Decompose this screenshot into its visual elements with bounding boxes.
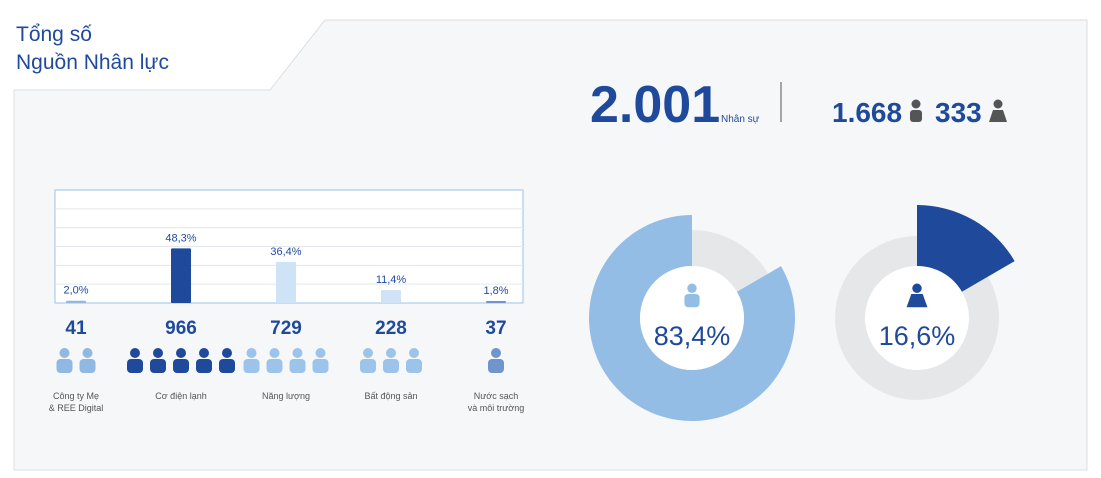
icon-body: [360, 359, 376, 373]
donut-hole: [865, 266, 969, 370]
icon-head: [409, 348, 419, 358]
data-label: 1,8%: [483, 285, 508, 297]
female-icon: [906, 283, 928, 308]
icon-body: [56, 359, 73, 373]
icon-head: [153, 348, 163, 358]
icon-body: [383, 359, 399, 373]
icon-head: [82, 348, 93, 358]
icon-head: [491, 348, 501, 358]
bar: [171, 248, 191, 303]
female-count: 333: [935, 97, 982, 128]
title-line: Tổng số: [16, 23, 92, 46]
count: 41: [65, 318, 87, 339]
icon-head: [315, 348, 326, 358]
title-line: Nguồn Nhân lực: [16, 51, 169, 74]
person-icon: [312, 348, 329, 373]
person-icon: [219, 348, 235, 373]
donut-label: 83,4%: [654, 321, 731, 351]
donut-segment: [589, 215, 796, 422]
icon-body: [196, 359, 212, 373]
icon-body: [312, 359, 329, 373]
icon-head: [687, 283, 697, 294]
icon-head: [386, 348, 396, 358]
icon-head: [59, 348, 70, 358]
data-label: 11,4%: [376, 274, 407, 286]
category-label: & REE Digital: [49, 403, 104, 413]
icon-body: [173, 359, 189, 373]
person-icon: [56, 348, 73, 373]
icon-body: [684, 294, 700, 308]
icon-body: [150, 359, 166, 373]
person-icon: [406, 348, 422, 373]
category-label: Bất động sản: [364, 391, 417, 401]
total-unit: Nhân sự: [721, 114, 760, 125]
bar: [276, 261, 296, 303]
male-count: 1.668: [832, 97, 902, 128]
icon-head: [246, 348, 257, 358]
icon-head: [912, 283, 922, 294]
person-icon: [127, 348, 143, 373]
data-label: 36,4%: [270, 246, 301, 258]
icon-head: [199, 348, 209, 358]
category-label: Năng lượng: [262, 391, 310, 401]
person-icon: [289, 348, 306, 373]
icon-head: [176, 348, 186, 358]
category-label: Nước sạch: [474, 391, 518, 401]
bar: [66, 300, 86, 303]
icon-body: [243, 359, 260, 373]
count: 966: [165, 318, 197, 339]
donut-label: 16,6%: [879, 321, 956, 351]
icon-body: [219, 359, 235, 373]
count: 729: [270, 318, 302, 339]
icon-body: [406, 359, 422, 373]
icon-head: [292, 348, 303, 358]
icon-body: [289, 359, 306, 373]
icon-body: [906, 294, 928, 308]
count: 228: [375, 318, 407, 339]
icon-body: [266, 359, 283, 373]
count: 37: [485, 318, 506, 339]
donut-hole: [640, 266, 744, 370]
icon-head: [222, 348, 232, 358]
data-label: 48,3%: [165, 232, 196, 244]
person-icon: [243, 348, 260, 373]
person-icon: [196, 348, 212, 373]
donut-segment: [917, 205, 1015, 292]
icon-body: [127, 359, 143, 373]
panel: [13, 19, 1088, 471]
person-icon: [488, 348, 504, 373]
person-icon: [79, 348, 96, 373]
female-icon: [989, 99, 1007, 122]
bar: [486, 300, 506, 303]
data-label: 2,0%: [63, 285, 88, 297]
category-label: Cơ điện lạnh: [155, 391, 206, 401]
icon-body: [79, 359, 96, 373]
person-icon: [266, 348, 283, 373]
person-icon: [383, 348, 399, 373]
category-label: và môi trường: [468, 403, 524, 413]
category-label: Công ty Mẹ: [53, 391, 99, 401]
male-icon: [910, 99, 922, 122]
icon-body: [488, 359, 504, 373]
icon-head: [363, 348, 373, 358]
total: 2.001: [590, 76, 720, 134]
person-icon: [684, 283, 700, 308]
person-icon: [173, 348, 189, 373]
icon-head: [130, 348, 140, 358]
bar: [381, 290, 401, 303]
icon-head: [269, 348, 280, 358]
person-icon: [150, 348, 166, 373]
person-icon: [360, 348, 376, 373]
